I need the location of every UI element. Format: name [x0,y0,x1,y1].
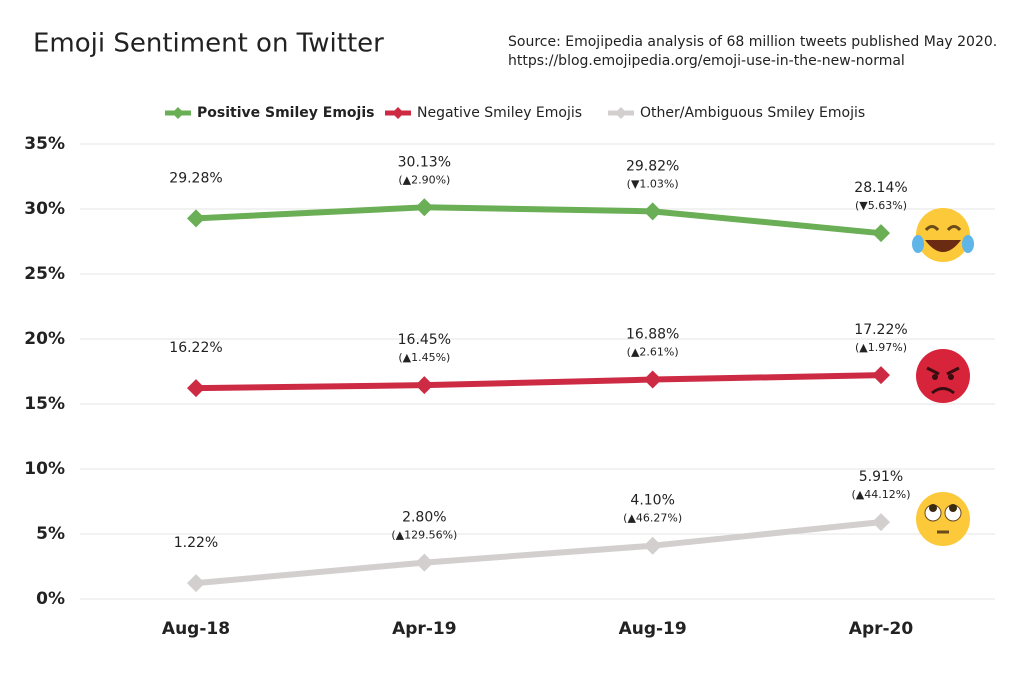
x-tick-label: Apr-19 [392,619,456,639]
data-label: 4.10% [630,493,674,509]
change-label: (▲1.45%) [398,351,450,364]
data-label: 29.28% [169,170,222,186]
emoji-eye-roll [916,492,970,546]
data-label: 29.82% [626,158,679,174]
change-label: (▲44.12%) [852,488,911,501]
data-point [187,379,205,398]
data-point [415,198,434,217]
change-label: (▼1.03%) [627,177,679,190]
change-label: (▲2.90%) [398,173,450,186]
y-tick-label: 35% [24,134,65,154]
legend-label: Negative Smiley Emojis [417,105,582,121]
chart-subtitle: Source: Emojipedia analysis of 68 millio… [508,34,997,50]
emoji-angry [916,349,970,403]
y-tick-label: 15% [24,394,65,414]
legend-marker [172,107,184,119]
chart-subtitle: https://blog.emojipedia.org/emoji-use-in… [508,53,905,69]
data-point [415,376,434,395]
data-point [872,513,890,532]
change-label: (▲1.97%) [855,341,907,354]
data-label: 16.45% [398,332,451,348]
data-point [187,209,205,228]
data-point [415,553,434,572]
series-line [195,519,882,587]
y-tick-label: 30% [24,199,65,219]
data-label: 2.80% [402,510,446,526]
data-label: 28.14% [854,180,907,196]
data-point [187,574,205,593]
x-tick-label: Aug-18 [162,619,230,639]
emoji-laughing [912,208,974,262]
y-tick-label: 25% [24,264,65,284]
data-point [872,366,890,385]
change-label: (▲46.27%) [623,512,682,525]
data-label: 17.22% [854,322,907,338]
legend-label: Other/Ambiguous Smiley Emojis [640,105,865,121]
data-point [872,224,890,243]
data-label: 5.91% [859,469,903,485]
data-point [643,536,662,555]
legend-marker [615,107,627,119]
data-label: 1.22% [174,535,218,551]
y-tick-label: 5% [36,524,65,544]
y-tick-label: 0% [36,589,65,609]
legend-label: Positive Smiley Emojis [197,105,374,121]
x-tick-label: Apr-20 [849,619,914,639]
data-label: 16.22% [169,340,222,356]
series-line [195,372,882,392]
y-tick-label: 10% [24,459,65,479]
y-tick-label: 20% [24,329,65,349]
change-label: (▲2.61%) [627,346,679,359]
data-label: 16.88% [626,327,679,343]
series-line [195,204,882,237]
data-point [643,370,662,389]
change-label: (▼5.63%) [855,199,907,212]
x-tick-label: Aug-19 [619,619,687,639]
emoji-icons [912,208,974,546]
change-label: (▲129.56%) [391,529,457,542]
data-label: 30.13% [398,154,451,170]
chart-title: Emoji Sentiment on Twitter [33,29,384,59]
legend-marker [392,107,404,119]
data-point [643,202,662,221]
